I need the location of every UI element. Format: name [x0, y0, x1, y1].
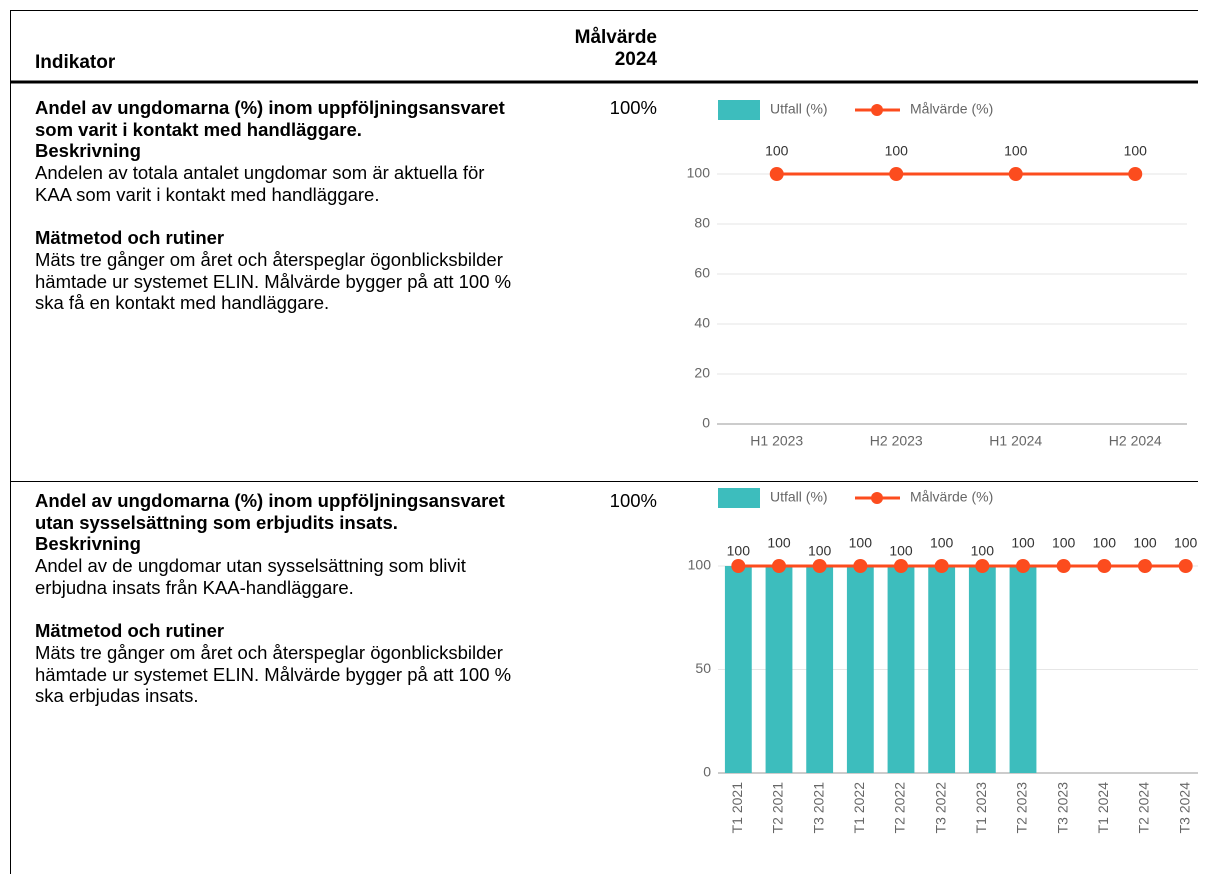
legend-dot: [871, 104, 883, 116]
bar: [887, 566, 915, 773]
y-tick-label: 0: [702, 415, 710, 431]
legend-swatch: [718, 488, 760, 508]
x-tick-label: H2 2023: [870, 433, 923, 449]
data-label: 100: [1004, 143, 1028, 159]
legend-swatch: [718, 100, 760, 120]
legend-label: Målvärde (%): [910, 489, 993, 505]
description-heading: Beskrivning: [35, 533, 141, 555]
data-label: 100: [1174, 535, 1198, 551]
method-heading: Mätmetod och rutiner: [35, 227, 225, 249]
y-tick-label: 60: [694, 265, 710, 281]
data-label: 100: [727, 543, 751, 559]
header-indikator: Indikator: [35, 52, 116, 73]
target-dot: [934, 559, 949, 573]
x-tick-label: T3 2024: [1176, 782, 1192, 834]
target-dot: [889, 167, 904, 181]
x-tick-label: T3 2022: [932, 782, 948, 834]
description: Andel av de ungdomar utan sysselsättning…: [35, 555, 466, 598]
target: 100%: [609, 490, 657, 511]
legend-dot: [871, 492, 883, 504]
x-tick-label: T2 2021: [770, 782, 786, 834]
legend-label: Målvärde (%): [910, 101, 993, 117]
indicator-title: Andel av ungdomarna (%) inom uppföljning…: [35, 490, 505, 533]
x-tick-label: T2 2023: [1014, 782, 1030, 834]
legend-label: Utfall (%): [770, 489, 828, 505]
x-tick-label: T1 2022: [851, 782, 867, 834]
data-label: 100: [930, 535, 954, 551]
x-tick-label: T2 2022: [892, 782, 908, 834]
y-tick-label: 100: [687, 165, 711, 181]
data-label: 100: [849, 535, 873, 551]
target-dot: [1178, 559, 1193, 573]
header-target: Målvärde 2024: [574, 27, 657, 70]
data-label: 100: [808, 543, 832, 559]
target-dot: [975, 559, 990, 573]
method-heading: Mätmetod och rutiner: [35, 620, 225, 642]
data-label: 100: [889, 543, 913, 559]
bar: [968, 566, 996, 773]
y-tick-label: 80: [694, 215, 710, 231]
y-tick-label: 50: [695, 660, 711, 676]
y-tick-label: 40: [694, 315, 710, 331]
target-dot: [772, 559, 786, 573]
target-dot: [853, 559, 868, 573]
y-tick-label: 20: [694, 365, 710, 381]
target-dot: [1016, 559, 1030, 573]
x-tick-label: T3 2023: [1054, 782, 1070, 834]
x-tick-label: H1 2024: [989, 433, 1042, 449]
legend-label: Utfall (%): [770, 101, 828, 117]
target-dot: [731, 559, 746, 573]
indicator-title: Andel av ungdomarna (%) inom uppföljning…: [35, 97, 505, 140]
data-label: 100: [1124, 143, 1148, 159]
data-label: 100: [1011, 535, 1035, 551]
bar: [765, 566, 793, 773]
description-heading: Beskrivning: [35, 140, 141, 162]
target-dot: [894, 559, 908, 573]
x-tick-label: H1 2023: [750, 433, 803, 449]
target-dot: [769, 167, 784, 181]
description: Andelen av totala antalet ungdomar som ä…: [35, 162, 485, 205]
x-tick-label: T3 2021: [810, 782, 826, 834]
target-dot: [1056, 559, 1071, 573]
row-1: Andel av ungdomarna (%) inom uppföljning…: [35, 97, 515, 314]
y-tick-label: 0: [703, 764, 711, 780]
bar: [846, 566, 874, 773]
target-dot: [812, 559, 827, 573]
target: 100%: [609, 97, 657, 118]
bar: [724, 566, 752, 773]
x-tick-label: T1 2023: [973, 782, 989, 834]
data-label: 100: [971, 543, 995, 559]
target-dot: [1008, 167, 1023, 181]
data-label: 100: [767, 535, 791, 551]
target-dot: [1128, 167, 1143, 181]
bar: [806, 566, 834, 773]
target-dot: [1097, 559, 1112, 573]
x-tick-label: T1 2021: [729, 782, 745, 834]
x-tick-label: T1 2024: [1095, 782, 1111, 834]
target-dot: [1138, 559, 1152, 573]
x-tick-label: H2 2024: [1109, 433, 1162, 449]
x-tick-label: T2 2024: [1136, 782, 1152, 834]
method: Mäts tre gånger om året och återspeglar …: [35, 641, 512, 707]
data-label: 100: [765, 143, 789, 159]
data-label: 100: [1052, 535, 1076, 551]
row-2: Andel av ungdomarna (%) inom uppföljning…: [35, 490, 515, 707]
data-label: 100: [885, 143, 909, 159]
bar: [928, 566, 956, 773]
data-label: 100: [1133, 535, 1157, 551]
data-label: 100: [1093, 535, 1117, 551]
bar: [1009, 566, 1037, 773]
method: Mäts tre gånger om året och återspeglar …: [35, 248, 512, 314]
y-tick-label: 100: [688, 557, 712, 573]
